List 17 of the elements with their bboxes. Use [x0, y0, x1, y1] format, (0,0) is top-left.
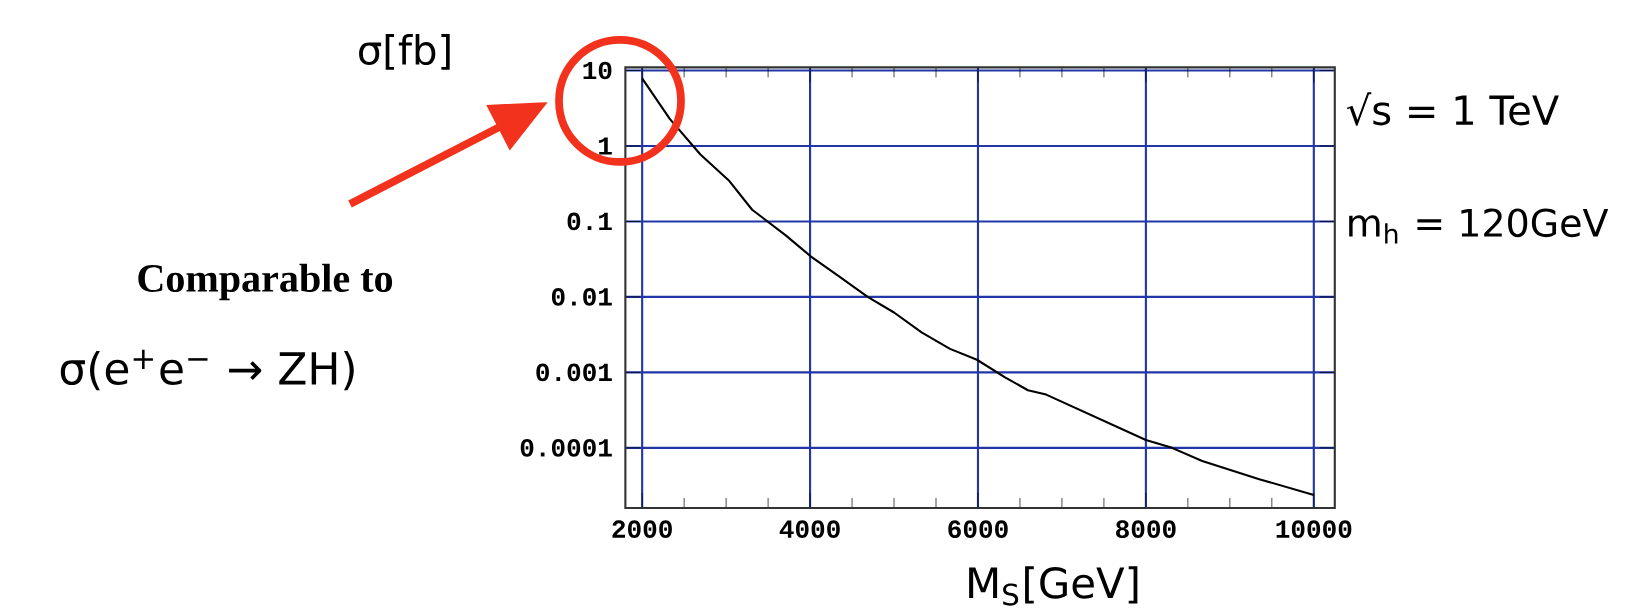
y-tick-label: 0.0001 — [520, 439, 612, 457]
y-axis-title: σ[fb] — [359, 34, 450, 70]
x-tick-label: 10000 — [1276, 520, 1352, 539]
text: σ(e$^{+}$e$^{−}$ → ZH) — [60, 349, 354, 391]
x-tick-label: 8000 — [1116, 520, 1176, 539]
text: m$_{h}$ = 120GeV — [1349, 208, 1609, 244]
y-tick-label: 0.01 — [551, 288, 612, 306]
text: Comparable to — [138, 263, 393, 301]
x-tick-label: 6000 — [948, 520, 1008, 539]
x-tick-label: 4000 — [779, 520, 840, 539]
y-tick-label: 0.1 — [567, 212, 612, 231]
y-tick-label: 1 — [599, 137, 612, 155]
y-tick-label: 10 — [583, 61, 612, 80]
y-tick-label: 0.001 — [536, 363, 612, 382]
x-tick-label: 2000 — [612, 520, 672, 539]
text: √s = 1 TeV — [1346, 92, 1559, 126]
x-axis-title: M$_{S}$[GeV] — [969, 566, 1138, 606]
